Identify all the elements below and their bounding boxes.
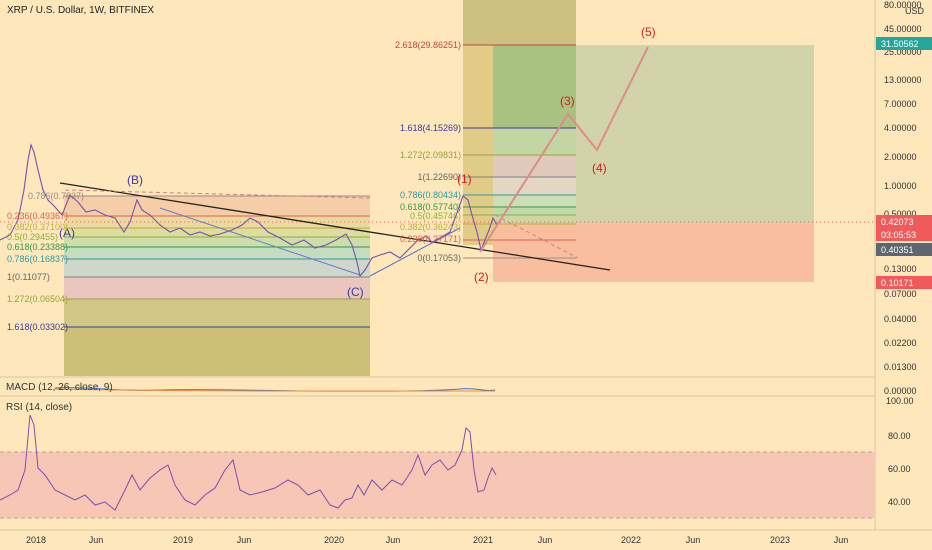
badge-stop-price: 0.10171 bbox=[881, 278, 914, 288]
fib-right-5: 0.618(0.57740) bbox=[400, 202, 461, 212]
time-tick: Jun bbox=[686, 535, 701, 545]
badge-bg bbox=[876, 228, 932, 241]
price-tick: 0.04000 bbox=[884, 314, 917, 324]
time-tick: 2021 bbox=[473, 535, 493, 545]
rsi-axis: 100.00 80.00 60.00 40.00 bbox=[886, 396, 914, 507]
price-tick: 0.01300 bbox=[884, 362, 917, 372]
time-tick: Jun bbox=[237, 535, 252, 545]
wave-label-5: (5) bbox=[641, 25, 656, 39]
wave-labels: (A) (B) (C) (1) (2) (3) (4) (5) bbox=[59, 25, 656, 299]
fib-left-7: 1.272(0.06504) bbox=[7, 294, 68, 304]
fib-left-6: 1(0.11077) bbox=[7, 272, 50, 282]
time-tick: Jun bbox=[386, 535, 401, 545]
time-tick: 2020 bbox=[324, 535, 344, 545]
rsi-label: RSI (14, close) bbox=[6, 402, 72, 413]
wave-label-4: (4) bbox=[592, 161, 607, 175]
price-tick: 45.00000 bbox=[884, 24, 922, 34]
price-axis: 80.00000 45.00000 25.00000 13.00000 7.00… bbox=[884, 0, 922, 396]
time-tick: Jun bbox=[834, 535, 849, 545]
rsi-band bbox=[0, 452, 875, 518]
price-tick: 0.50000 bbox=[884, 209, 917, 219]
fib-right-4: 0.786(0.80434) bbox=[400, 190, 461, 200]
price-badges: 31.50562 0.42073 03:05:53 0.40351 0.1017… bbox=[876, 37, 932, 289]
fib-right-0: 2.618(29.86251) bbox=[395, 40, 461, 50]
rsi-tick: 40.00 bbox=[888, 497, 911, 507]
wave-label-c: (C) bbox=[347, 285, 364, 299]
badge-bg bbox=[876, 215, 932, 228]
wave-label-1: (1) bbox=[457, 172, 472, 186]
fib-labels-right: 2.618(29.86251) 1.618(4.15269) 1.272(2.0… bbox=[395, 40, 461, 263]
price-tick: 0.00000 bbox=[884, 386, 917, 396]
price-tick: 7.00000 bbox=[884, 99, 917, 109]
time-axis: 2018 Jun 2019 Jun 2020 Jun 2021 Jun 2022… bbox=[26, 535, 848, 545]
price-tick: 80.00000 bbox=[884, 0, 922, 10]
wave-label-2: (2) bbox=[474, 270, 489, 284]
fib-left-0: 0.786(0.7837) bbox=[28, 191, 84, 201]
fib-left-2: 0.382(0.37100) bbox=[7, 222, 68, 232]
fib-right-3: 1(1.22690) bbox=[417, 172, 461, 182]
rsi-tick: 60.00 bbox=[888, 464, 911, 474]
fib-left-5: 0.786(0.16837) bbox=[7, 254, 68, 264]
badge-countdown: 03:05:53 bbox=[881, 230, 916, 240]
rsi-tick: 100.00 bbox=[886, 396, 914, 406]
badge-bg bbox=[876, 276, 932, 289]
projected-wave-path bbox=[479, 46, 649, 253]
badge-target-price: 31.50562 bbox=[881, 39, 919, 49]
price-tick: 1.00000 bbox=[884, 181, 917, 191]
currency-label: USD bbox=[905, 6, 925, 16]
badge-last-price: 0.42073 bbox=[881, 217, 914, 227]
fib-left-3: 0.5(0.29455) bbox=[7, 232, 58, 242]
fib-zones-right bbox=[463, 0, 814, 282]
chart-title: XRP / U.S. Dollar, 1W, BITFINEX bbox=[7, 5, 154, 16]
time-tick: Jun bbox=[538, 535, 553, 545]
price-series-line bbox=[0, 143, 501, 278]
fib-right-9: 0(0.17053) bbox=[417, 253, 461, 263]
badge-prev-close: 0.40351 bbox=[881, 245, 914, 255]
wave-label-b: (B) bbox=[127, 173, 143, 187]
badge-bg bbox=[876, 243, 932, 256]
price-tick: 0.07000 bbox=[884, 289, 917, 299]
time-tick: Jun bbox=[89, 535, 104, 545]
rsi-line bbox=[0, 414, 497, 511]
fib-labels-left: 0.786(0.7837) 0.236(0.49367) 0.382(0.371… bbox=[7, 191, 84, 332]
time-tick: 2019 bbox=[173, 535, 193, 545]
fib-lines-right bbox=[463, 44, 576, 259]
fib-right-2: 1.272(2.09831) bbox=[400, 150, 461, 160]
time-tick: 2018 bbox=[26, 535, 46, 545]
price-tick: 4.00000 bbox=[884, 123, 917, 133]
wave-label-3: (3) bbox=[560, 94, 575, 108]
fib-left-1: 0.236(0.49367) bbox=[7, 211, 68, 221]
fib-right-8: 0.236(0.27171) bbox=[400, 234, 461, 244]
rsi-tick: 80.00 bbox=[888, 431, 911, 441]
macd-label: MACD (12, 26, close, 9) bbox=[6, 382, 113, 393]
fib-right-1: 1.618(4.15269) bbox=[400, 123, 461, 133]
price-tick: 25.00000 bbox=[884, 47, 922, 57]
fib-right-6: 0.5(0.45746) bbox=[410, 211, 461, 221]
price-tick: 13.00000 bbox=[884, 75, 922, 85]
price-tick: 0.02200 bbox=[884, 338, 917, 348]
price-tick: 0.13000 bbox=[884, 264, 917, 274]
wave-label-a: (A) bbox=[59, 226, 75, 240]
fib-left-8: 1.618(0.03302) bbox=[7, 322, 68, 332]
time-tick: 2023 bbox=[770, 535, 790, 545]
fib-right-7: 0.382(0.36243) bbox=[400, 222, 461, 232]
price-tick: 2.00000 bbox=[884, 152, 917, 162]
trend-lines bbox=[59, 182, 611, 277]
macd-signal-line bbox=[54, 388, 495, 392]
fib-left-4: 0.618(0.23388) bbox=[7, 242, 68, 252]
badge-bg bbox=[876, 37, 932, 50]
time-tick: 2022 bbox=[621, 535, 641, 545]
fib-zones-left bbox=[64, 196, 370, 376]
fib-lines-left bbox=[64, 195, 370, 328]
